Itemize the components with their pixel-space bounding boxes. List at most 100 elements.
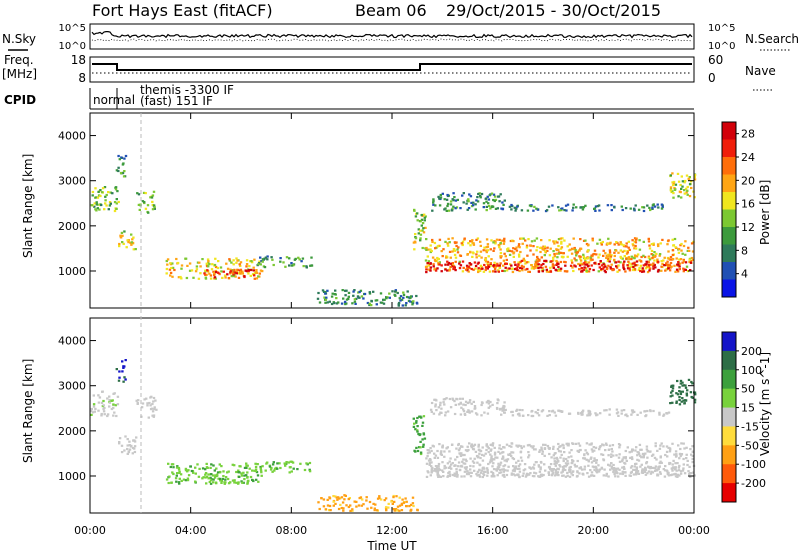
power-cell — [290, 262, 293, 265]
velocity-cell — [587, 412, 590, 415]
velocity-cell — [384, 497, 388, 500]
velocity-cell — [440, 450, 443, 453]
power-colorbar-swatch — [722, 192, 736, 210]
velocity-cell — [541, 450, 544, 453]
power-cell — [138, 208, 141, 211]
velocity-cell — [470, 446, 473, 449]
velocity-cell — [374, 503, 377, 506]
power-cell — [454, 199, 458, 202]
velocity-cell — [106, 413, 110, 416]
velocity-cell — [550, 474, 554, 477]
velocity-cell — [670, 385, 673, 388]
power-cell — [585, 269, 588, 272]
velocity-cell — [342, 509, 345, 512]
power-cell — [572, 206, 575, 209]
power-cell — [141, 200, 145, 203]
velocity-cell — [182, 478, 186, 481]
power-cell — [605, 268, 609, 271]
x-tick-label: 00:00 — [74, 524, 106, 537]
power-cell — [130, 241, 133, 244]
power-cell — [678, 190, 682, 193]
velocity-cell — [575, 475, 579, 478]
velocity-cell — [651, 471, 655, 474]
power-cell — [526, 254, 529, 257]
velocity-cell — [597, 464, 600, 467]
velocity-cell — [365, 499, 368, 502]
power-cell — [487, 265, 491, 268]
velocity-cell — [469, 468, 472, 471]
power-cell — [627, 240, 630, 243]
power-cell — [648, 206, 651, 209]
power-cell — [402, 296, 405, 299]
power-cell — [598, 253, 601, 256]
velocity-cell — [453, 474, 456, 477]
power-cell — [534, 263, 537, 266]
velocity-cell — [246, 464, 249, 467]
velocity-cell — [568, 412, 572, 415]
velocity-cell — [433, 452, 436, 455]
power-cell — [628, 267, 631, 270]
power-cell — [420, 218, 424, 221]
power-cell — [532, 245, 535, 248]
power-cell — [497, 244, 501, 247]
velocity-cell — [630, 456, 634, 459]
power-colorbar-tick-label: 8 — [741, 244, 748, 257]
velocity-cell — [601, 453, 605, 456]
velocity-cell — [498, 444, 501, 447]
velocity-cell — [593, 449, 596, 452]
velocity-cell — [194, 480, 197, 483]
power-cell — [656, 258, 659, 261]
velocity-cell — [681, 381, 684, 384]
velocity-cell — [517, 459, 520, 462]
power-cell — [357, 291, 360, 294]
velocity-cell — [557, 450, 561, 453]
power-cell — [476, 200, 480, 203]
power-cell — [669, 189, 673, 192]
velocity-cell — [395, 509, 399, 512]
power-cell — [358, 290, 361, 294]
velocity-cell — [416, 449, 420, 453]
power-cell — [621, 208, 624, 212]
velocity-cell — [589, 457, 592, 460]
power-cell — [498, 200, 501, 203]
power-cell — [436, 267, 439, 270]
velocity-cell — [290, 460, 294, 463]
velocity-cell — [430, 465, 433, 468]
power-cell — [565, 270, 568, 273]
power-cell — [604, 265, 607, 268]
velocity-cell — [590, 471, 594, 474]
power-cell — [665, 268, 668, 271]
power-cell — [582, 239, 586, 242]
power-cell — [379, 301, 383, 304]
velocity-cell — [448, 465, 452, 468]
velocity-cell — [588, 443, 591, 446]
velocity-cell — [518, 408, 521, 412]
nsky-trace — [91, 31, 693, 39]
velocity-cell — [501, 455, 505, 458]
velocity-cell — [279, 466, 282, 470]
power-cell — [528, 270, 531, 273]
velocity-cell — [459, 413, 463, 416]
velocity-cell — [532, 445, 535, 448]
velocity-cell — [472, 448, 476, 451]
velocity-cell — [503, 446, 506, 449]
velocity-cell — [690, 395, 693, 399]
velocity-cell — [178, 477, 181, 480]
power-cell — [253, 271, 257, 275]
velocity-cell — [497, 450, 500, 453]
power-cell — [688, 258, 691, 261]
power-cell — [542, 248, 545, 251]
velocity-cell — [645, 461, 649, 464]
velocity-cell — [630, 465, 634, 468]
power-cell — [190, 269, 194, 272]
power-cell — [241, 270, 244, 273]
power-cell — [397, 301, 401, 305]
power-cell — [555, 252, 559, 255]
velocity-cell — [609, 468, 612, 471]
velocity-cell — [490, 474, 494, 478]
power-cell — [261, 258, 265, 261]
velocity-cell — [527, 451, 530, 454]
velocity-cell — [568, 469, 571, 472]
velocity-cell — [530, 410, 533, 413]
velocity-cell — [108, 398, 111, 402]
